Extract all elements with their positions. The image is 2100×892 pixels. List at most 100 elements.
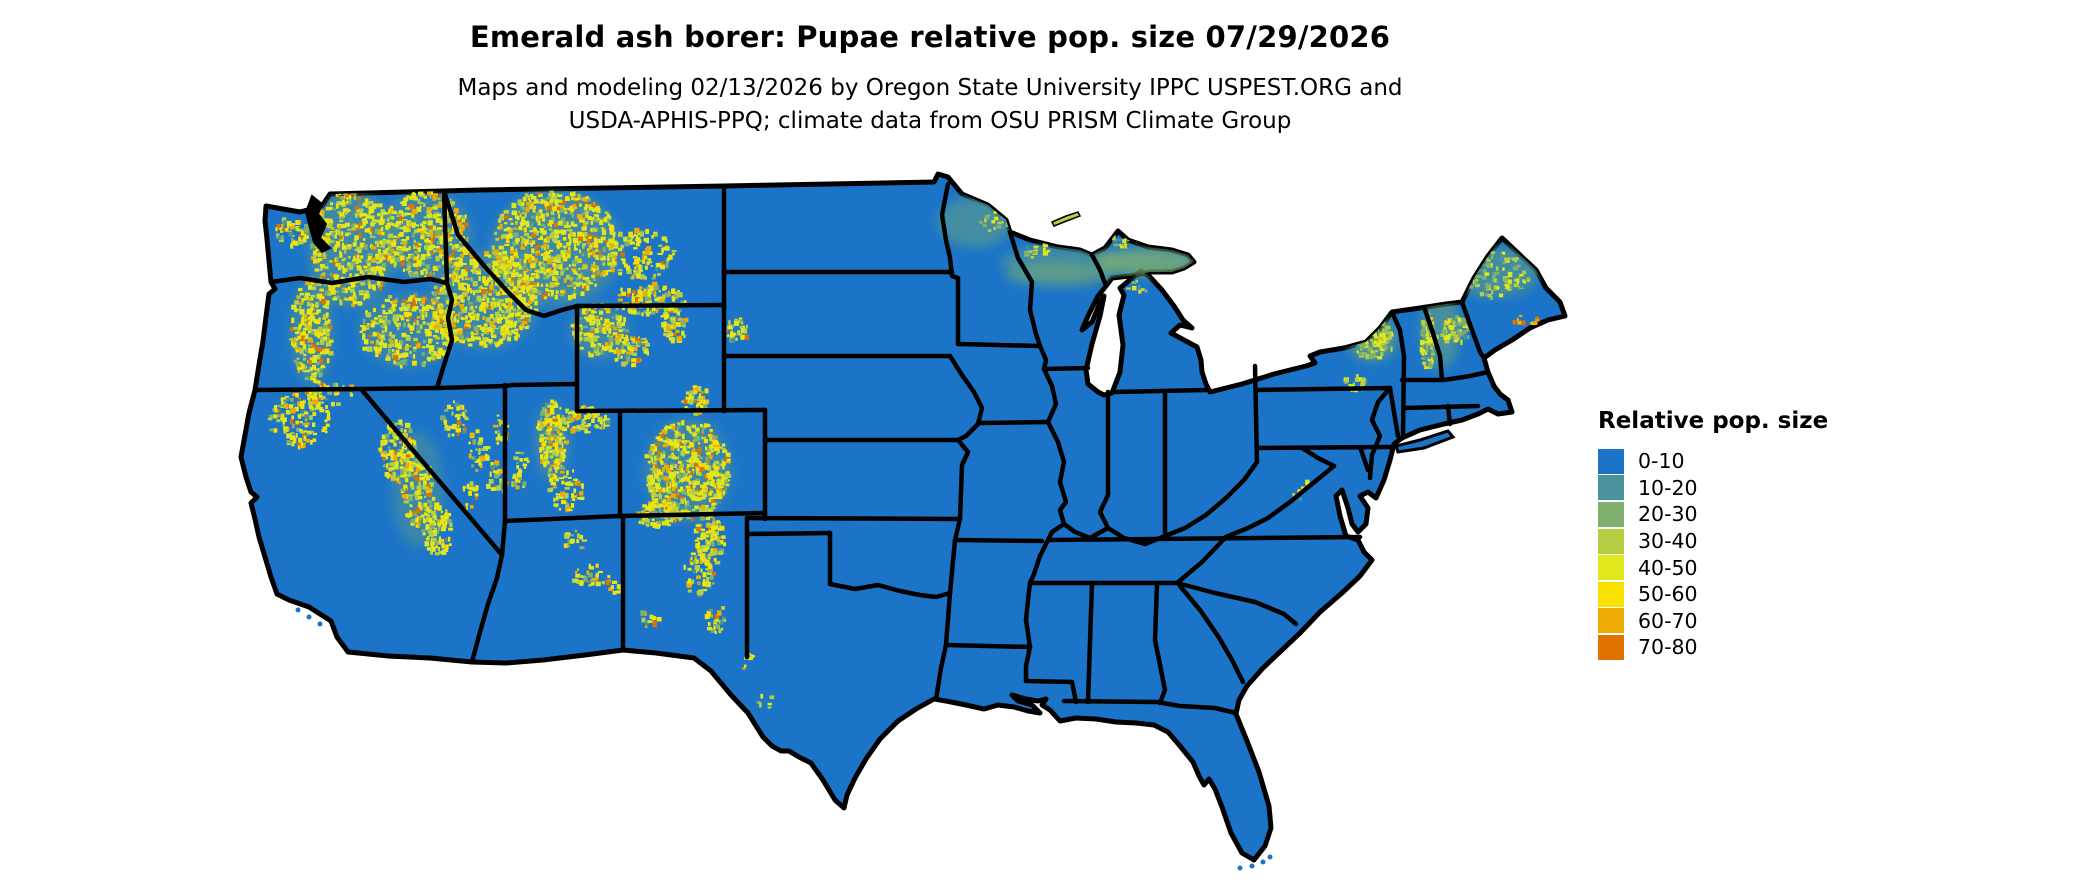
legend-swatch — [1598, 555, 1624, 581]
header: Emerald ash borer: Pupae relative pop. s… — [0, 0, 1860, 138]
state-border — [939, 181, 961, 347]
state-border — [434, 280, 455, 391]
state-border — [744, 530, 833, 537]
state-border — [1254, 385, 1393, 393]
state-border — [574, 407, 768, 414]
state-border — [827, 581, 953, 600]
state-border — [1254, 444, 1393, 451]
state-border — [1357, 444, 1371, 473]
speckle-region-sangre-de-cristo — [693, 512, 727, 567]
state-border — [1387, 385, 1401, 439]
speckle-region-uinta — [561, 405, 611, 434]
speckle-region-white-mtns — [1440, 315, 1472, 345]
legend-swatch — [1598, 501, 1624, 527]
legend-row: 10-20 — [1598, 475, 1958, 502]
speckle-region-nv-range-1 — [440, 400, 469, 438]
speckle-region-montana-west — [491, 190, 618, 301]
legend-title: Relative pop. size — [1598, 408, 1829, 434]
subtitle-line-2: USDA-APHIS-PPQ; climate data from OSU PR… — [568, 108, 1292, 134]
legend-label: 40-50 — [1638, 555, 1698, 580]
state-border — [1223, 463, 1337, 540]
state-border — [1445, 403, 1453, 427]
speckle-region-san-juan — [636, 499, 685, 529]
speckle-region-green-mtns — [1419, 312, 1440, 370]
small-island — [295, 607, 301, 613]
state-border — [1097, 389, 1111, 531]
state-border — [955, 341, 1043, 349]
puget-sound-shoreline — [304, 194, 332, 254]
state-border — [1389, 309, 1407, 439]
legend-row: 0-10 — [1598, 448, 1958, 475]
state-border — [1421, 304, 1445, 383]
population-wash — [1095, 248, 1195, 276]
legend-rows: 0-10 10-20 20-30 30-40 40-50 50-60 60-70 70-80 — [1598, 448, 1958, 661]
speckle-region-nv-range-4 — [462, 481, 479, 510]
speckle-region-nm-north — [683, 552, 716, 597]
speckle-region-sacramento-mtns — [704, 606, 727, 634]
state-border — [1459, 299, 1487, 361]
speckle-region-sierra-mid — [400, 458, 436, 528]
legend-row: 50-60 — [1598, 581, 1958, 608]
state-border — [499, 518, 508, 558]
legend-swatch — [1598, 528, 1624, 554]
state-border — [1061, 698, 1239, 716]
state-border — [952, 537, 1045, 544]
state-border — [1152, 580, 1168, 706]
speckle-region-tx-davis — [756, 693, 775, 709]
page-subtitle: Maps and modeling 02/13/2026 by Oregon S… — [0, 72, 1860, 138]
speckle-region-or-cascades — [289, 276, 334, 383]
legend-label: 60-70 — [1638, 608, 1698, 633]
speckle-region-nv-range-5 — [511, 451, 530, 490]
state-border — [933, 590, 953, 702]
state-border — [268, 274, 450, 286]
speckle-region-black-hills — [724, 317, 749, 343]
state-border — [1109, 387, 1209, 395]
state-border — [1085, 580, 1095, 705]
speckle-region-olympics — [275, 217, 310, 249]
legend-label: 70-80 — [1638, 635, 1698, 660]
isle-royale — [1050, 211, 1082, 227]
speckle-region-wa-okanogan — [378, 191, 470, 278]
state-border — [441, 188, 580, 319]
state-border — [1367, 385, 1393, 481]
legend-label: 20-30 — [1638, 502, 1698, 527]
legend-row: 70-80 — [1598, 634, 1958, 661]
state-border — [744, 515, 963, 522]
state-border — [441, 188, 450, 286]
state-border — [952, 437, 971, 543]
population-wash — [1420, 290, 1460, 370]
state-border — [1177, 583, 1246, 685]
long-island — [1394, 429, 1456, 454]
legend-row: 40-50 — [1598, 554, 1958, 581]
speckle-region-or-blues — [359, 291, 457, 369]
speckle-region-mi-north-tip — [1126, 279, 1148, 294]
state-border — [1401, 403, 1481, 411]
speckle-region-wind-river — [606, 334, 650, 368]
speckle-region-sw-nm — [640, 610, 662, 628]
speckle-region-maine-coast — [1512, 314, 1540, 326]
state-border — [1174, 580, 1299, 627]
legend-swatch — [1598, 608, 1624, 634]
legend-row: 30-40 — [1598, 528, 1958, 555]
state-border — [947, 537, 958, 596]
speckle-region-idaho-central — [431, 250, 539, 348]
small-island — [1249, 863, 1255, 869]
legend-swatch — [1598, 581, 1624, 607]
page-title: Emerald ash borer: Pupae relative pop. s… — [469, 20, 1391, 54]
state-border — [358, 386, 505, 558]
small-island — [1267, 854, 1273, 860]
legend-swatch — [1598, 475, 1624, 501]
speckle-region-sierra-south — [421, 502, 453, 556]
state-border — [1089, 252, 1109, 289]
speckle-region-apostle-islands — [1024, 241, 1051, 259]
state-border — [574, 302, 727, 309]
subtitle-line-1: Maps and modeling 02/13/2026 by Oregon S… — [457, 75, 1403, 101]
speckle-region-kaibab — [563, 529, 588, 550]
speckle-region-utah-plateaus — [547, 466, 585, 513]
state-border — [1299, 445, 1337, 469]
speckle-region-montana-central — [607, 227, 677, 280]
small-island — [1237, 865, 1243, 871]
legend-label: 0-10 — [1638, 449, 1685, 474]
